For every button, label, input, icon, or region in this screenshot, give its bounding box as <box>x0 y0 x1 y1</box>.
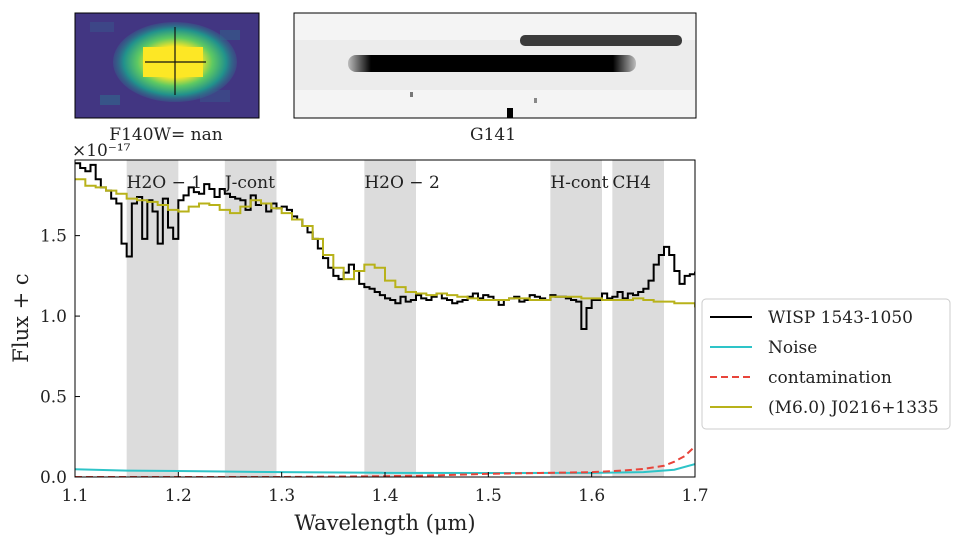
grism-spectrum-thumbnail <box>293 12 697 119</box>
x-axis-title: Wavelength (μm) <box>294 511 475 535</box>
region-label: CH4 <box>612 173 651 193</box>
region-label: J-cont <box>223 173 275 193</box>
legend-label: (M6.0) J0216+1335 <box>768 398 939 418</box>
y-offset-text: ×10⁻¹⁷ <box>72 141 131 161</box>
y-tick-label: 1.5 <box>40 227 67 247</box>
x-tick-label: 1.4 <box>371 486 398 506</box>
region-label: H2O − 1 <box>127 173 202 193</box>
x-tick-label: 1.5 <box>475 486 502 506</box>
legend-label: Noise <box>768 338 817 358</box>
legend-label: WISP 1543-1050 <box>768 308 913 328</box>
region-band <box>364 160 416 477</box>
y-tick-label: 0.5 <box>40 388 67 408</box>
region-label: H2O − 2 <box>364 173 439 193</box>
region-band <box>612 160 664 477</box>
plot-area: 1.1 1.2 1.3 1.4 1.5 1.6 1.7 0.0 0.5 1.0 1.5 H2O −… <box>40 159 709 506</box>
legend-label: contamination <box>768 368 892 388</box>
x-tick-label: 1.7 <box>681 486 708 506</box>
legend: WISP 1543-1050 Noise contamination (M6.0) J… <box>701 298 951 430</box>
series-line <box>75 162 695 330</box>
x-tick-label: 1.2 <box>165 486 192 506</box>
grism-spectrum-label: G141 <box>470 125 516 145</box>
y-axis-title: Flux + c <box>9 273 33 362</box>
direct-image-thumbnail <box>74 12 260 119</box>
legend-box <box>701 298 951 430</box>
region-band <box>126 160 179 477</box>
x-tick-label: 1.3 <box>268 486 295 506</box>
series-line <box>75 178 695 308</box>
region-band <box>550 160 602 477</box>
direct-image-label: F140W= nan <box>109 125 222 145</box>
region-label: H-cont <box>550 173 608 193</box>
y-tick-label: 0.0 <box>40 468 67 488</box>
x-tick-label: 1.6 <box>578 486 605 506</box>
series-line <box>75 463 695 474</box>
y-tick-label: 1.0 <box>40 307 67 327</box>
x-tick-label: 1.1 <box>61 486 88 506</box>
